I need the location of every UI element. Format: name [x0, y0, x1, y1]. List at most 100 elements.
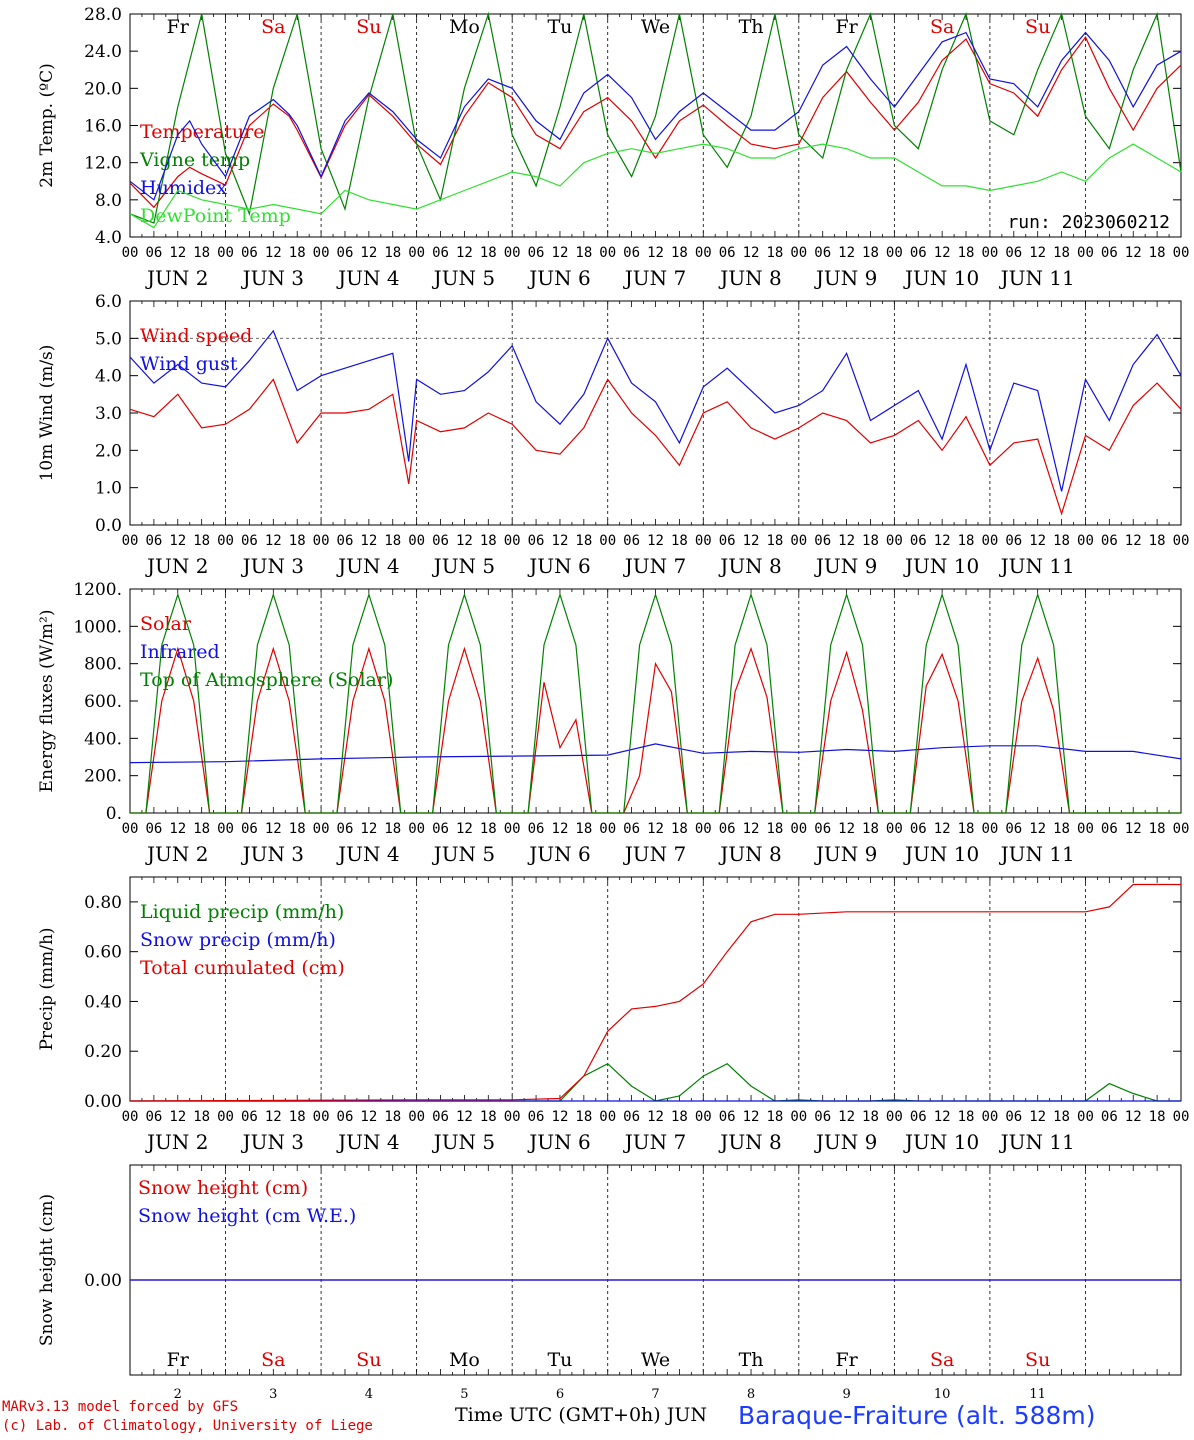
weekday-label: Mo: [449, 1349, 480, 1371]
weekday-label: Sa: [261, 16, 285, 38]
y-tick-label: 800.: [84, 655, 122, 675]
plot-frame: [129, 588, 1182, 814]
hour-tick-label: 18: [958, 533, 975, 549]
hour-tick-label: 18: [193, 1109, 210, 1125]
hour-tick-label: 06: [241, 245, 258, 261]
hour-tick-label: 18: [193, 245, 210, 261]
hour-tick-label: 12: [1125, 1109, 1142, 1125]
hour-tick-label: 18: [767, 245, 784, 261]
hour-tick-label: 12: [838, 821, 855, 837]
hour-tick-label: 06: [241, 821, 258, 837]
hour-tick-label: 00: [695, 1109, 712, 1125]
hour-tick-label: 00: [1077, 533, 1094, 549]
footer-credits: MARv3.13 model forced by GFS (c) Lab. of…: [2, 1398, 373, 1436]
date-label: JUN 8: [718, 554, 781, 578]
y-tick-label: 200.: [84, 767, 122, 787]
hour-tick-label: 00: [313, 245, 330, 261]
hour-tick-label: 00: [313, 1109, 330, 1125]
hour-tick-label: 18: [384, 245, 401, 261]
hour-tick-label: 00: [886, 245, 903, 261]
hour-tick-label: 12: [934, 533, 951, 549]
hour-tick-label: 18: [958, 245, 975, 261]
hour-tick-label: 06: [1101, 245, 1118, 261]
hour-tick-label: 12: [743, 821, 760, 837]
date-label: JUN 5: [432, 266, 495, 290]
y-tick-label: 20.0: [84, 79, 122, 99]
hour-tick-label: 12: [1125, 821, 1142, 837]
legend-entry: Snow height (cm W.E.): [138, 1205, 356, 1227]
hour-tick-label: 06: [432, 245, 449, 261]
weekday-label: Su: [356, 16, 381, 38]
hour-tick-label: 06: [814, 533, 831, 549]
date-label: JUN 2: [145, 842, 208, 866]
hour-tick-label: 00: [599, 821, 616, 837]
hour-tick-label: 06: [145, 821, 162, 837]
hour-tick-label: 12: [934, 1109, 951, 1125]
hour-tick-label: 00: [886, 821, 903, 837]
y-axis-title: 2m Temp. (ºC): [37, 63, 57, 188]
date-label: JUN 6: [527, 842, 590, 866]
weekday-label: Fr: [167, 1349, 190, 1371]
hour-tick-label: 18: [1053, 533, 1070, 549]
date-label: JUN 7: [623, 554, 686, 578]
series-line-3: [129, 31, 1182, 201]
date-label: JUN 10: [903, 1130, 979, 1154]
hour-tick-label: 18: [384, 821, 401, 837]
hour-tick-label: 06: [145, 245, 162, 261]
series-line-3: [130, 592, 1181, 814]
legend-entry: Humidex: [140, 177, 227, 199]
copyright-credit: (c) Lab. of Climatology, University of L…: [2, 1418, 373, 1434]
hour-tick-label: 18: [1053, 245, 1070, 261]
day-number-label: 9: [842, 1387, 850, 1402]
hour-tick-label: 18: [1053, 821, 1070, 837]
hour-tick-label: 06: [623, 1109, 640, 1125]
date-label: JUN 6: [527, 554, 590, 578]
y-tick-label: 4.0: [95, 367, 122, 387]
y-tick-label: 0.00: [84, 1271, 122, 1291]
panel-2: 0.0 1.0 2.0 3.0 4.0 5.0 6.0 10m Wind (m/s) Wind …: [37, 292, 1189, 578]
hour-tick-label: 18: [862, 245, 879, 261]
hour-tick-label: 18: [958, 821, 975, 837]
hour-tick-label: 06: [814, 245, 831, 261]
hour-tick-label: 18: [289, 245, 306, 261]
date-label: JUN 5: [432, 554, 495, 578]
day-number-label: 11: [1029, 1387, 1046, 1402]
hour-tick-label: 18: [193, 821, 210, 837]
hour-tick-label: 18: [575, 1109, 592, 1125]
legend-entry: Liquid precip (mm/h): [140, 901, 344, 923]
weekday-label: We: [641, 1349, 670, 1371]
day-number-label: 5: [460, 1387, 468, 1402]
hour-tick-label: 12: [265, 533, 282, 549]
hour-tick-label: 06: [1101, 533, 1118, 549]
y-axis-title: Snow height (cm): [37, 1194, 57, 1346]
hour-tick-label: 18: [384, 533, 401, 549]
legend-entry: Wind speed: [140, 325, 252, 347]
hour-tick-label: 06: [1005, 533, 1022, 549]
y-tick-label: 0.80: [84, 893, 122, 913]
series-line-1: [129, 378, 1182, 516]
hour-tick-label: 00: [695, 821, 712, 837]
hour-tick-label: 18: [575, 821, 592, 837]
date-label: JUN 8: [718, 1130, 781, 1154]
series-line-2: [129, 743, 1182, 764]
hour-tick-label: 18: [1149, 1109, 1166, 1125]
y-tick-label: 4.0: [95, 228, 122, 248]
date-label: JUN 3: [241, 266, 304, 290]
date-label: JUN 2: [145, 1130, 208, 1154]
hour-tick-label: 00: [886, 1109, 903, 1125]
date-label: JUN 3: [241, 842, 304, 866]
hour-tick-label: 06: [719, 821, 736, 837]
hour-tick-label: 12: [265, 1109, 282, 1125]
date-label: JUN 2: [145, 554, 208, 578]
date-label: JUN 8: [718, 266, 781, 290]
hour-tick-label: 00: [504, 533, 521, 549]
weekday-label: Mo: [449, 16, 480, 38]
hour-tick-label: 12: [1125, 533, 1142, 549]
hour-tick-label: 06: [719, 1109, 736, 1125]
day-number-label: 3: [269, 1387, 277, 1402]
weekday-label: Fr: [835, 1349, 858, 1371]
hour-tick-label: 00: [122, 533, 139, 549]
hour-tick-label: 00: [1077, 245, 1094, 261]
day-number-label: 2: [174, 1387, 182, 1402]
